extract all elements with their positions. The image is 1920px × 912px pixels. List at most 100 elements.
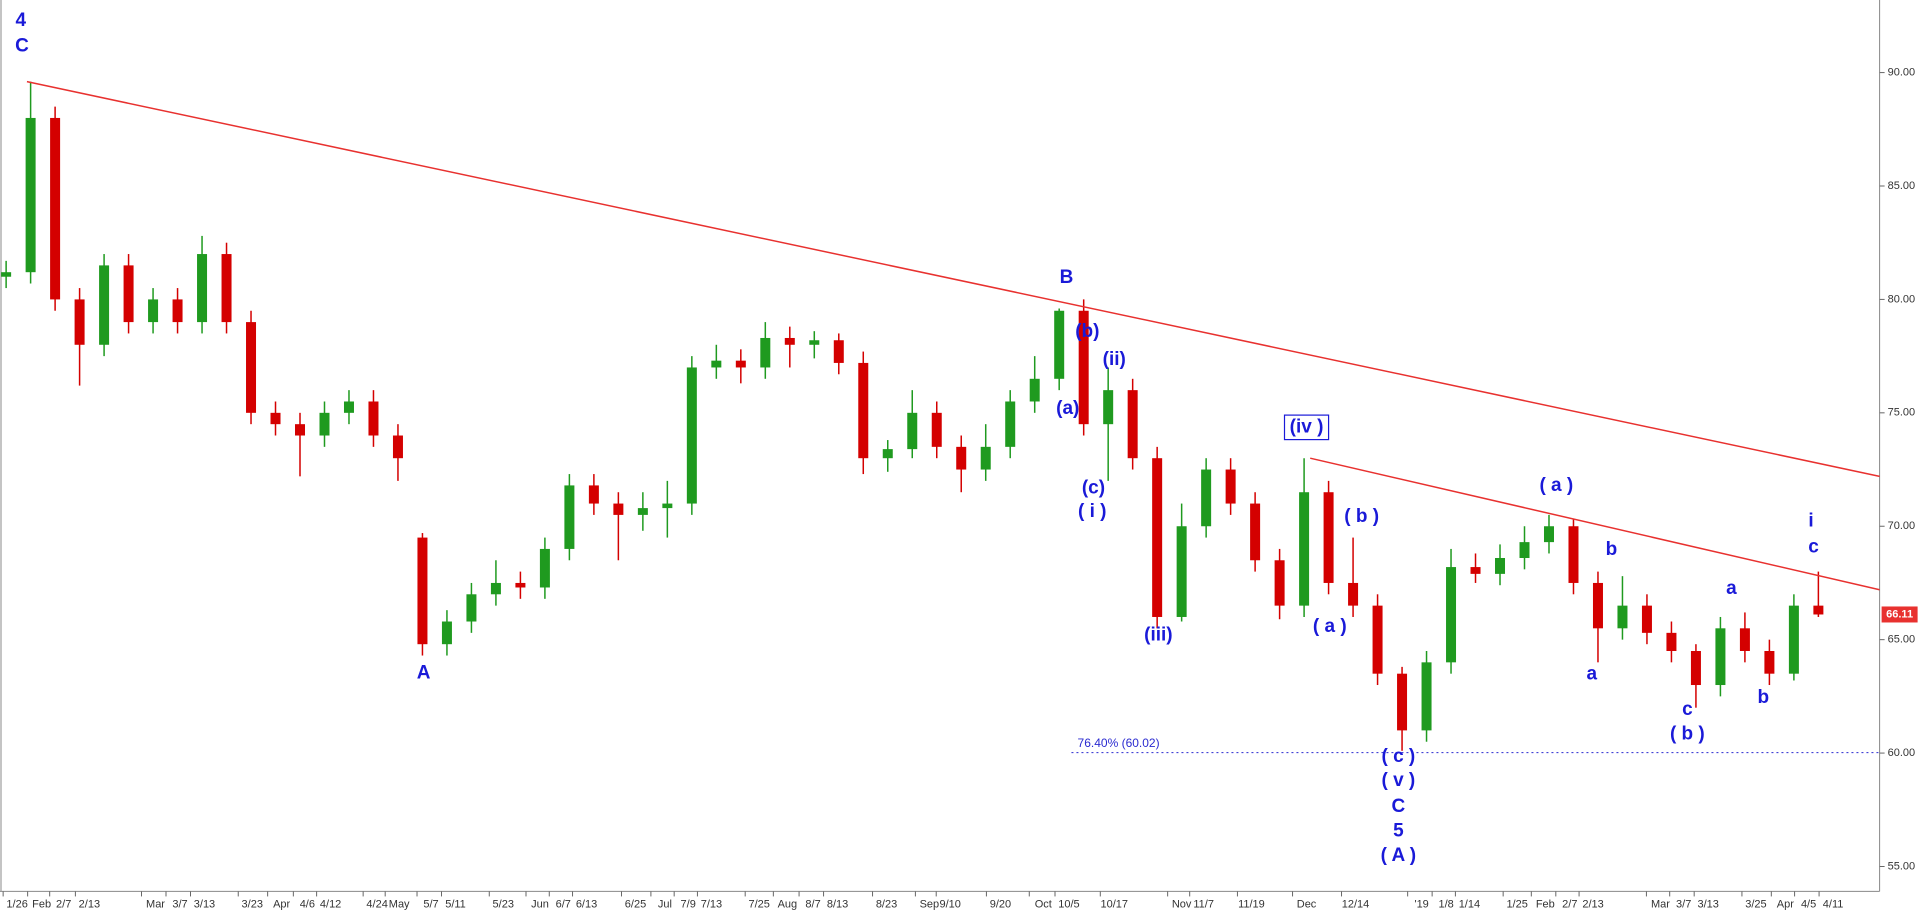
candle-body (613, 503, 624, 515)
trendline (26, 80, 1880, 478)
candle-body (1788, 605, 1799, 674)
candle-body (1397, 673, 1408, 731)
x-tick-label: 3/23 (242, 898, 263, 910)
candle-body (123, 265, 134, 323)
candle-body (1103, 390, 1114, 425)
wave-label: 4 (16, 10, 27, 31)
x-tick-label: 8/7 (805, 898, 820, 910)
annotation-box (1283, 414, 1330, 441)
candle-body (343, 401, 354, 413)
x-tick-label: 6/7 (556, 898, 571, 910)
candle-body (148, 299, 159, 323)
x-tick-label: Apr (273, 898, 290, 910)
x-tick-label: May (389, 898, 410, 910)
wave-label: b (1757, 687, 1769, 708)
candle-body (1617, 605, 1628, 629)
x-tick-label: 3/7 (172, 898, 187, 910)
candle-body (368, 401, 379, 436)
candle-body (1813, 605, 1824, 615)
candle-body (1005, 401, 1016, 447)
wave-label: (iii) (1144, 625, 1173, 646)
candle-body (1666, 632, 1677, 651)
wave-label: B (1060, 267, 1074, 288)
x-tick-label: Oct (1035, 898, 1052, 910)
x-tick-label: 5/23 (493, 898, 514, 910)
candle-body (735, 360, 746, 368)
candle-body (295, 424, 306, 436)
y-tick-label: 80.00 (1888, 293, 1916, 305)
candle-body (1446, 567, 1457, 663)
candle-body (1764, 650, 1775, 674)
wave-label: 5 (1393, 820, 1404, 841)
x-tick-label: 11/19 (1238, 898, 1265, 910)
x-tick-label: 4/6 (300, 898, 315, 910)
x-tick-label: 3/13 (194, 898, 215, 910)
wave-label: ( a ) (1539, 475, 1573, 496)
candle-body (1568, 526, 1579, 583)
candle-body (1201, 469, 1212, 527)
x-tick-label: 2/7 (1562, 898, 1577, 910)
wave-label: a (1587, 664, 1598, 685)
x-tick-label: 2/13 (79, 898, 100, 910)
candle-body (833, 340, 844, 363)
y-tick-label: 90.00 (1888, 66, 1916, 78)
x-tick-label: 4/11 (1823, 898, 1844, 910)
candle-body (1470, 567, 1481, 574)
x-tick-label: Feb (1536, 898, 1555, 910)
wave-label: (ii) (1103, 349, 1126, 370)
candle-body (564, 485, 575, 549)
candle-body (1152, 458, 1163, 617)
y-tick-label: 70.00 (1888, 520, 1916, 532)
wave-label: b (1606, 539, 1618, 560)
candle-body (1323, 492, 1334, 583)
candle-body (99, 265, 110, 345)
last-price-label: 66.11 (1886, 608, 1913, 620)
candle-body (1250, 503, 1261, 561)
candle-body (588, 485, 599, 504)
wave-label: (a) (1056, 398, 1079, 419)
x-tick-label: Mar (146, 898, 165, 910)
candle-body (197, 254, 208, 323)
candle-body (270, 412, 281, 425)
wave-label: C (1392, 796, 1406, 817)
x-tick-label: Aug (778, 898, 798, 910)
x-tick-label: 3/25 (1745, 898, 1766, 910)
candle-body (1495, 557, 1506, 574)
fib-label: 76.40% (60.02) (1078, 736, 1160, 750)
x-tick-label: '19 (1414, 898, 1428, 910)
candle-body (1519, 542, 1530, 558)
wave-label: c (1682, 699, 1693, 720)
x-tick-label: 9/20 (990, 898, 1011, 910)
wave-label: ( A ) (1381, 845, 1417, 866)
x-tick-label: 6/13 (576, 898, 597, 910)
x-tick-label: Mar (1651, 898, 1670, 910)
candle-body (392, 435, 403, 459)
x-tick-label: 4/24 (366, 898, 387, 910)
x-tick-label: Sep (920, 898, 940, 910)
x-tick-label: 7/25 (748, 898, 769, 910)
x-tick-label: 1/8 (1438, 898, 1453, 910)
candle-body (1372, 605, 1383, 674)
candle-body (539, 548, 550, 588)
candle-body (1274, 560, 1285, 606)
candle-body (1543, 526, 1554, 543)
y-tick-label: 75.00 (1888, 407, 1916, 419)
candle-body (662, 503, 673, 509)
candle-body (1690, 650, 1701, 686)
candle-body (907, 412, 918, 450)
wave-label: ( c ) (1381, 746, 1415, 767)
candle-body (466, 594, 477, 622)
candle-body (441, 621, 452, 645)
candle-body (784, 337, 795, 345)
candle-body (637, 508, 648, 515)
candle-body (980, 446, 991, 470)
x-tick-label: Jul (658, 898, 672, 910)
candle-body (319, 412, 330, 436)
candle-body (1739, 628, 1750, 651)
x-tick-label: 9/10 (940, 898, 961, 910)
candle-body (1176, 526, 1187, 617)
x-tick-label: 7/9 (681, 898, 696, 910)
x-tick-label: 10/17 (1101, 898, 1129, 910)
candle-body (1054, 310, 1065, 379)
